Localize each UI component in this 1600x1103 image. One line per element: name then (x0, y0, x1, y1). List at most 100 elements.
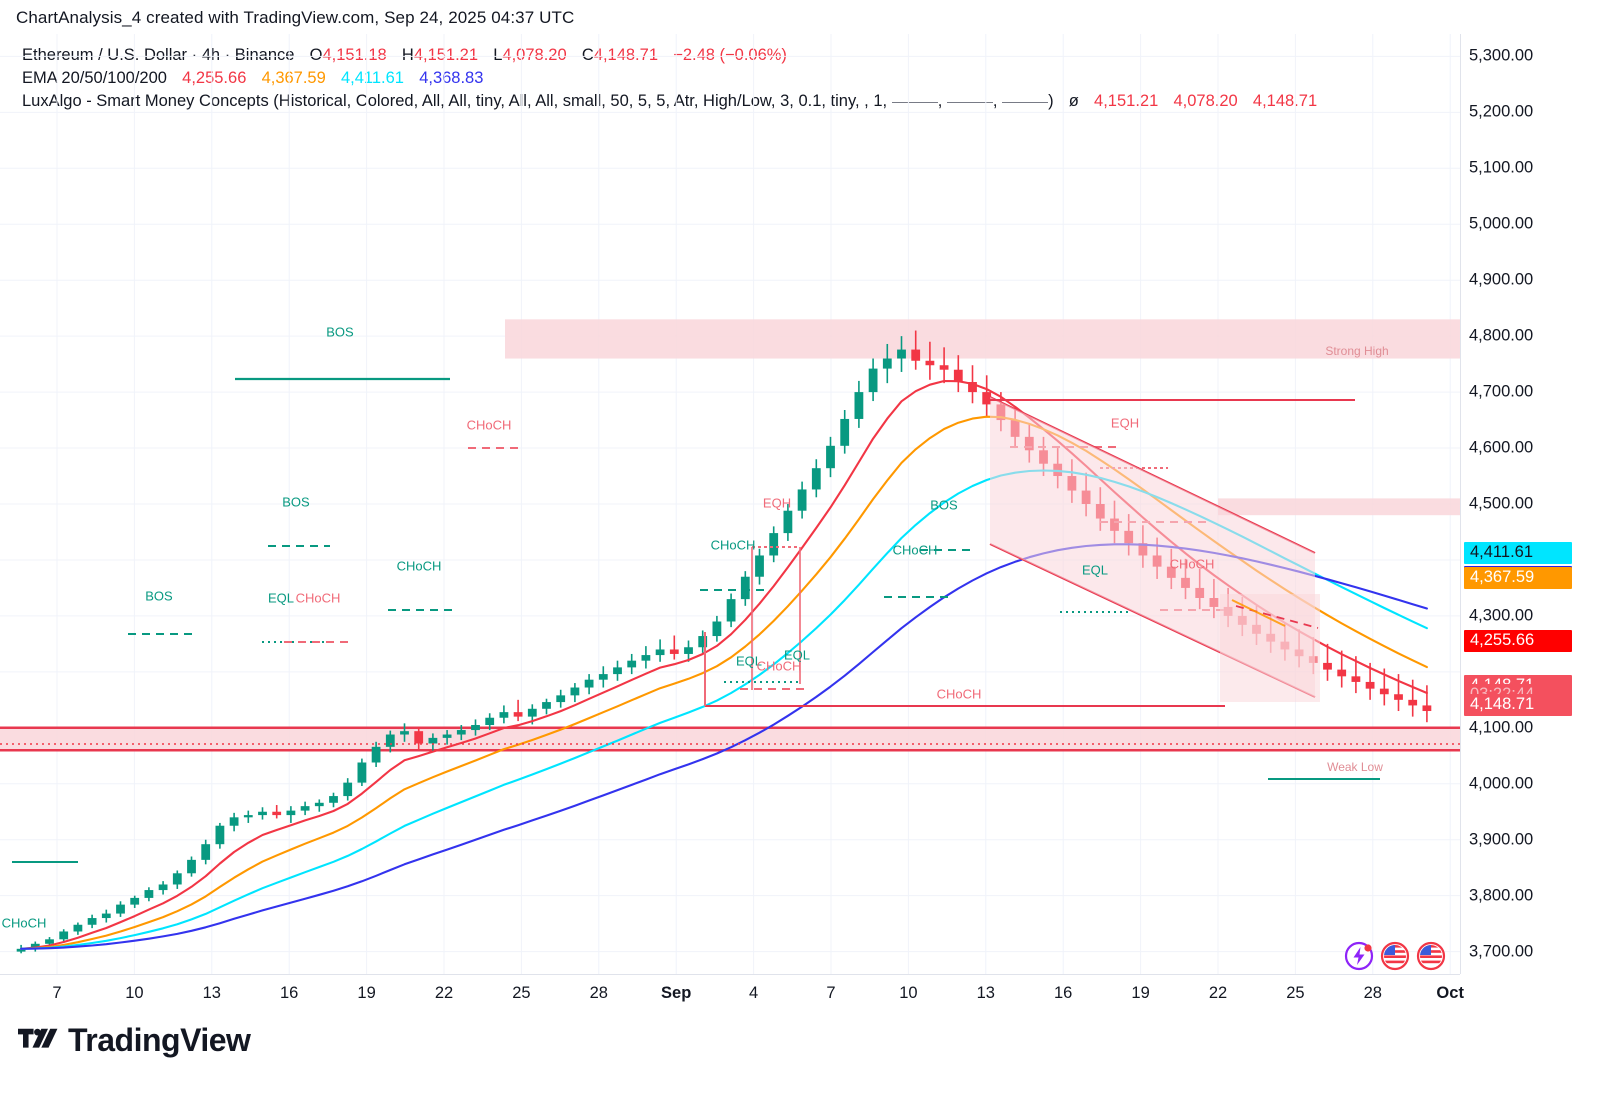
price-tick-label: 4,900.00 (1469, 270, 1534, 289)
us-flag-badge-2[interactable] (1414, 939, 1448, 973)
anno-eql-4: EQL (1081, 562, 1109, 578)
price-tick-label: 4,600.00 (1469, 438, 1534, 457)
luxalgo-params-text[interactable]: LuxAlgo - Smart Money Concepts (Historic… (22, 92, 888, 110)
candle-body (797, 489, 807, 511)
price-tick-label: 4,700.00 (1469, 382, 1534, 401)
ema20-line (20, 379, 1428, 950)
candle-body (329, 796, 338, 803)
candle-body (556, 695, 566, 703)
ema-legend-row[interactable]: EMA 20/50/100/200 4,255.66 4,367.59 4,41… (22, 67, 1317, 90)
chart-canvas (0, 34, 1460, 974)
us-flag-badge-1[interactable] (1378, 939, 1412, 973)
price-tick-label: 5,100.00 (1469, 158, 1534, 177)
chart-plot-area[interactable]: CHoCH BOS EQL CHoCH BOS BOS CHoCH CHoCH CHoCH EQH… (0, 34, 1460, 974)
anno-bos-4: BOS (930, 497, 958, 513)
ema50-tag[interactable]: 4,367.59 (1464, 567, 1572, 590)
time-tick-label: Oct (1436, 984, 1464, 1002)
candle-body (598, 674, 608, 680)
price-tick-label: 5,200.00 (1469, 102, 1534, 121)
candle-body (385, 734, 395, 747)
candle-body (627, 660, 637, 668)
candle-body (882, 358, 892, 369)
ema200-value: 4,368.83 (419, 69, 484, 87)
candle-body (258, 811, 267, 816)
candle-body (712, 621, 722, 637)
time-tick-label: 13 (976, 984, 995, 1002)
instrument-name[interactable]: Ethereum / U.S. Dollar (22, 46, 188, 64)
candle-body (1422, 705, 1432, 712)
candle-body (1351, 676, 1361, 682)
luxalgo-close-paren: ) (1048, 92, 1054, 110)
symbol-legend-row[interactable]: Ethereum / U.S. Dollar · 4h · Binance O4… (22, 46, 787, 64)
chart-legend: Ethereum / U.S. Dollar · 4h · Binance O4… (22, 44, 1317, 113)
candle-body (286, 810, 296, 816)
luxalgo-sep-1: , (937, 92, 943, 110)
candle-body (456, 730, 466, 735)
candle-body (826, 445, 835, 469)
interval-label[interactable]: 4h (201, 46, 221, 64)
high-label: H (401, 46, 414, 64)
price-tick-label: 3,800.00 (1469, 886, 1534, 905)
candle-body (101, 913, 111, 919)
close-price-tag[interactable]: 4,148.71 (1464, 693, 1572, 716)
anno-choch-5: CHoCH (710, 537, 756, 553)
average-symbol-icon: ø (1068, 92, 1079, 110)
open-label: O (309, 46, 323, 64)
anno-bos-2: BOS (282, 494, 310, 510)
candle-body (1408, 699, 1418, 706)
candle-body (371, 746, 381, 763)
candle-body (584, 679, 594, 688)
candle-body (1323, 662, 1332, 670)
candle-body (769, 533, 779, 556)
open-value: 4,151.18 (322, 46, 387, 64)
us-flag-icon (1380, 941, 1410, 971)
line-style-swatch-1 (891, 102, 938, 103)
candle-body (811, 468, 821, 490)
candle-body (442, 734, 452, 738)
time-tick-label: 4 (749, 984, 759, 1002)
candle-body (73, 924, 83, 932)
candle-body (272, 811, 282, 816)
candle-body (684, 647, 693, 654)
lightning-bolt-icon (1344, 941, 1374, 971)
lightning-badge[interactable] (1342, 939, 1376, 973)
luxalgo-value-3: 4,148.71 (1252, 92, 1318, 110)
exchange-label[interactable]: Binance (234, 46, 295, 64)
low-value: 4,078.20 (502, 46, 567, 64)
price-tick-label: 4,100.00 (1469, 718, 1534, 737)
anno-choch-9: CHoCH (936, 686, 982, 702)
candle-body (357, 762, 367, 783)
anno-choch-8: CHoCH (1169, 556, 1215, 572)
candle-body (201, 844, 211, 860)
candle-body (45, 939, 54, 944)
candle-body (187, 859, 196, 874)
luxalgo-legend-row[interactable]: LuxAlgo - Smart Money Concepts (Historic… (22, 90, 1317, 113)
candle-body (953, 369, 963, 383)
ema50-projection (1231, 599, 1286, 627)
time-tick-label: 19 (357, 984, 376, 1002)
ema20-value: 4,255.66 (182, 69, 247, 87)
price-tick-label: 4,800.00 (1469, 326, 1534, 345)
time-tick-label: 7 (52, 984, 62, 1002)
time-scale[interactable]: 7 10 13 16 19 22 25 28 Sep 4 7 10 13 16 19 22 25 28 Oct (0, 974, 1464, 1014)
candle-body (968, 382, 977, 393)
candle-body (840, 418, 850, 446)
time-tick-label: 7 (826, 984, 836, 1002)
tradingview-brand-text: TradingView (68, 1022, 251, 1058)
price-scale[interactable]: 5,300.00 5,200.00 5,100.00 5,000.00 4,900.00… (1460, 34, 1600, 974)
candle-body (428, 737, 438, 744)
anno-choch-1: CHoCH (1, 915, 47, 931)
ema100-tag[interactable]: 4,411.61 (1464, 542, 1572, 565)
ema-legend-label[interactable]: EMA 20/50/100/200 (22, 69, 167, 87)
anno-eql-1: EQL (267, 590, 295, 606)
anno-choch-3: CHoCH (396, 558, 442, 574)
time-tick-label: 10 (899, 984, 918, 1002)
mid-zone-fill (1220, 594, 1320, 702)
candle-body (513, 712, 523, 717)
price-tick-label: 5,000.00 (1469, 214, 1534, 233)
candle-body (172, 873, 182, 885)
time-tick-label: Sep (661, 984, 692, 1002)
candle-body (911, 349, 921, 361)
low-label: L (493, 46, 503, 64)
ema20-tag[interactable]: 4,255.66 (1464, 629, 1572, 652)
